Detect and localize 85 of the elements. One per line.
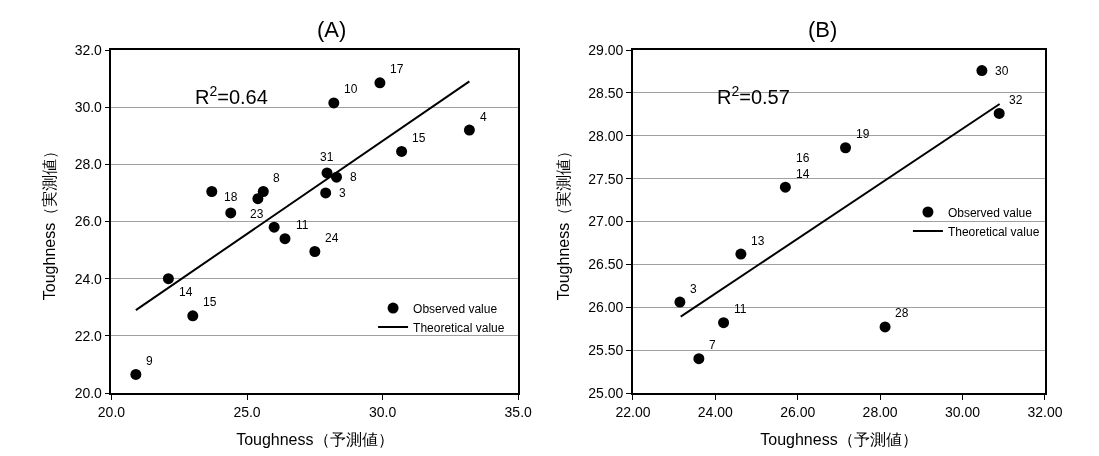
- annotation: 4: [480, 110, 487, 124]
- point: [976, 65, 988, 77]
- annotation: 28: [895, 306, 909, 320]
- point: [879, 321, 891, 333]
- annotation: 10: [344, 82, 358, 96]
- x-tick-label: 30.0: [368, 403, 397, 420]
- annotation: 23: [250, 207, 264, 221]
- y-axis-title: Toughness（実測値）: [554, 142, 572, 301]
- y-tick-label: 25.50: [588, 342, 624, 359]
- annotation: 15: [203, 295, 217, 309]
- annotation: 18: [224, 190, 238, 204]
- point: [718, 317, 730, 329]
- point: [279, 233, 291, 245]
- x-tick-label: 26.00: [780, 403, 816, 420]
- point: [396, 145, 408, 157]
- x-axis-title: Toughness（予測値）: [760, 430, 918, 448]
- annotation: 3: [690, 282, 697, 296]
- x-tick-label: 35.0: [504, 403, 533, 420]
- annotation: 8: [350, 170, 357, 184]
- x-tick-label: 22.00: [615, 403, 651, 420]
- point: [993, 107, 1005, 119]
- x-tick-label: 25.0: [233, 403, 261, 420]
- x-tick-label: 32.00: [1027, 403, 1063, 420]
- y-tick-label: 27.00: [588, 213, 624, 230]
- point: [257, 185, 269, 197]
- point: [328, 97, 340, 109]
- y-tick-label: 22.0: [74, 327, 103, 344]
- y-tick-label: 28.00: [588, 127, 624, 144]
- annotation: 17: [390, 62, 404, 76]
- point: [840, 142, 852, 154]
- x-axis-title: Toughness（予測値）: [236, 430, 394, 448]
- point: [130, 368, 142, 380]
- y-axis-title: Toughness（実測値）: [41, 142, 59, 301]
- point: [463, 124, 475, 136]
- y-tick-label: 27.50: [588, 170, 624, 187]
- point: [268, 221, 280, 233]
- y-tick-label: 28.0: [74, 156, 103, 173]
- annotation: 19: [856, 127, 870, 141]
- point: [162, 273, 174, 285]
- annotation: 11: [734, 302, 747, 316]
- annotation: R$^{2}$=0.64: [195, 83, 268, 109]
- annotation: 32: [1009, 93, 1023, 107]
- annotation: 15: [412, 131, 426, 145]
- annotation: 16 14: [796, 151, 810, 181]
- annotation: 30: [995, 64, 1009, 78]
- x-tick-label: 30.00: [945, 403, 981, 420]
- point: [320, 187, 332, 199]
- y-tick-label: 26.50: [588, 256, 624, 273]
- annotation: R$^{2}$=0.57: [717, 83, 790, 109]
- point: [674, 296, 686, 308]
- point: [206, 185, 218, 197]
- y-tick-label: 29.00: [588, 41, 624, 58]
- point: [693, 353, 705, 365]
- annotation: 7: [709, 338, 716, 352]
- point: [779, 181, 791, 193]
- chart-title: (A): [317, 17, 347, 42]
- y-tick-label: 28.50: [588, 84, 624, 101]
- y-tick-label: 20.0: [74, 384, 103, 401]
- legend-label: Observed value: [947, 205, 1033, 220]
- annotation: 31: [320, 150, 334, 164]
- point: [374, 77, 386, 89]
- legend-label: Observed value: [413, 301, 498, 316]
- legend-label: Theoretical value: [413, 320, 505, 335]
- y-tick-label: 26.00: [588, 299, 624, 316]
- y-tick-label: 26.0: [74, 213, 103, 230]
- chart-title: (B): [808, 17, 838, 42]
- y-tick-label: 25.00: [588, 384, 624, 401]
- y-tick-label: 32.0: [74, 41, 103, 58]
- annotation: 14: [179, 285, 193, 299]
- annotation: 24: [325, 231, 339, 245]
- annotation: 9: [146, 354, 153, 368]
- x-tick-label: 28.00: [862, 403, 898, 420]
- point: [187, 310, 199, 322]
- y-tick-label: 30.0: [74, 99, 103, 116]
- annotation: 11: [296, 218, 309, 232]
- annotation: 13: [751, 234, 765, 248]
- x-tick-label: 24.00: [697, 403, 734, 420]
- annotation: 8: [273, 171, 280, 185]
- point: [225, 207, 237, 219]
- point: [735, 248, 747, 260]
- x-tick-label: 20.0: [97, 403, 126, 420]
- y-tick-label: 24.0: [74, 270, 103, 287]
- legend-label: Theoretical value: [947, 224, 1040, 239]
- point: [309, 246, 321, 258]
- annotation: 3: [339, 186, 346, 200]
